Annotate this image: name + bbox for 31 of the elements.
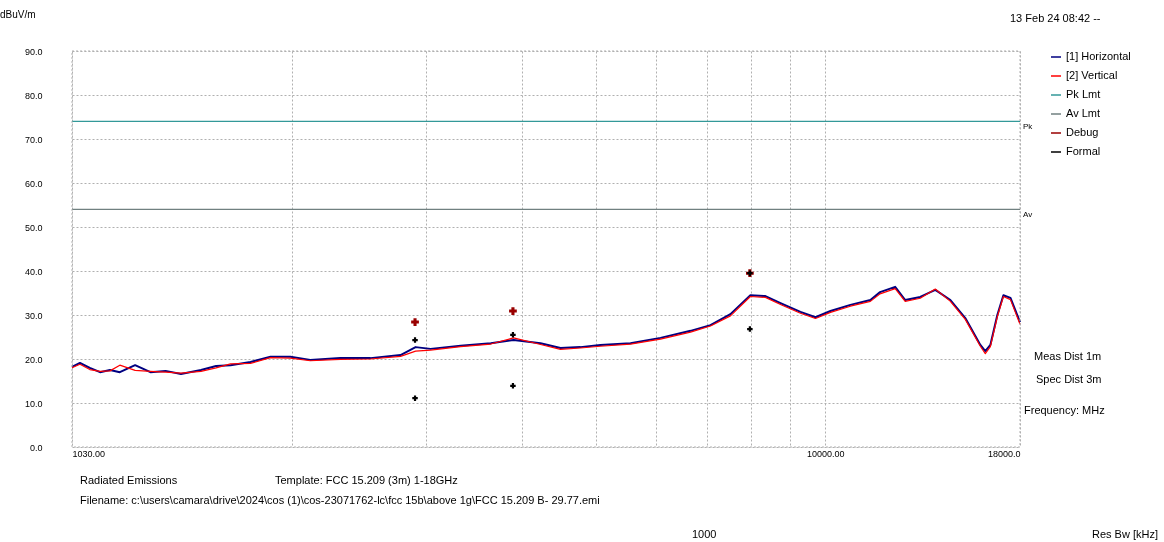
- y-tick-label: 90.0: [24, 46, 43, 57]
- legend-label: [1] Horizontal: [1066, 50, 1131, 62]
- legend-label: Debug: [1066, 126, 1099, 138]
- y-tick-label: 30.0: [24, 310, 43, 321]
- y-tick-label: 10.0: [24, 398, 43, 409]
- legend-label: Formal: [1066, 145, 1101, 157]
- annotation: Pk: [1023, 122, 1034, 132]
- x-tick-label: 1030.00: [72, 448, 106, 459]
- y-tick-label: 70.0: [24, 134, 43, 145]
- y-tick-label: 0.0: [29, 442, 43, 453]
- legend-label: Pk Lmt: [1066, 88, 1101, 100]
- text: 13 Feb 24 08:42 --: [1010, 12, 1101, 24]
- legend-label: Av Lmt: [1066, 107, 1101, 119]
- text: Meas Dist 1m: [1034, 350, 1102, 362]
- text: 1000: [692, 528, 717, 540]
- text: Radiated Emissions: [80, 474, 178, 486]
- y-tick-label: 50.0: [24, 222, 43, 233]
- text: Template: FCC 15.209 (3m) 1-18GHz: [275, 474, 458, 486]
- legend-label: [2] Vertical: [1066, 69, 1118, 81]
- y-tick-label: 80.0: [24, 90, 43, 101]
- y-tick-label: 40.0: [24, 266, 43, 277]
- y-tick-label: 60.0: [24, 178, 43, 189]
- x-tick-label: 10000.00: [806, 448, 845, 459]
- y-axis-title: dBuV/m: [0, 9, 36, 20]
- x-axis-title: Frequency: MHz: [1024, 404, 1105, 416]
- annotation: Av: [1023, 210, 1033, 220]
- text: Filename: c:\users\camara\drive\2024\cos (1)\cos-23071762-lc\fcc 15b\above 1g\FCC 15.209 B- 29.77.emi: [80, 494, 600, 506]
- x-tick-label: 18000.0: [987, 448, 1021, 459]
- y-tick-label: 20.0: [24, 354, 43, 365]
- text: Spec Dist 3m: [1036, 373, 1102, 385]
- text: Res Bw [kHz]: [1092, 528, 1159, 540]
